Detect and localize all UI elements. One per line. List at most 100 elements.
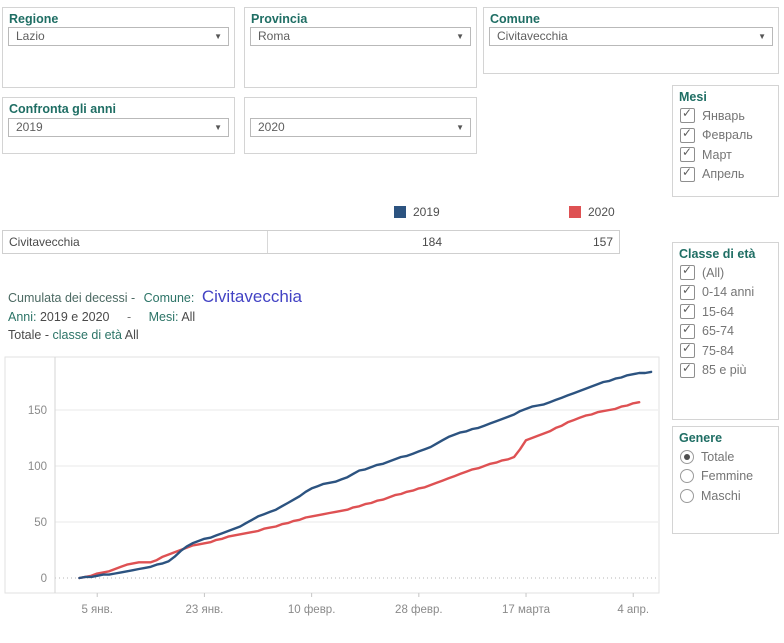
chart-container: Cumulata dei decessi - Comune: Civitavec… — [2, 284, 664, 638]
provincia-dropdown-value: Roma — [258, 29, 291, 43]
classe-checkbox-85-piu[interactable]: ✓ 85 e più — [673, 361, 778, 381]
checkbox-label: 65-74 — [702, 324, 734, 339]
radio-unselected-icon — [680, 488, 694, 503]
regione-dropdown-value: Lazio — [16, 29, 45, 43]
mesi-checkbox-gennaio[interactable]: ✓ Январь — [673, 106, 778, 126]
summary-2020-total-cell[interactable]: 157 — [592, 235, 613, 249]
svg-text:0: 0 — [41, 573, 47, 585]
mesi-value: All — [181, 310, 196, 324]
totale-label: Totale - — [8, 328, 49, 342]
summary-2019-total-cell[interactable]: 184 — [421, 235, 442, 249]
svg-text:28 февр.: 28 февр. — [395, 604, 443, 616]
checkbox-checked-icon: ✓ — [680, 302, 695, 320]
legend-swatch-2020 — [569, 206, 581, 218]
radio-label: Femmine — [701, 469, 754, 484]
svg-text:50: 50 — [34, 517, 47, 529]
legend-item-2020[interactable]: 2020 — [569, 205, 615, 219]
genere-panel-title: Genere — [679, 431, 723, 445]
anno-2-filter-card: 2020 ▼ — [244, 97, 477, 154]
svg-text:17 марта: 17 марта — [502, 604, 551, 616]
mesi-panel: Mesi ✓ Январь ✓ Февраль ✓ Март ✓ Апрель — [672, 85, 779, 197]
chevron-down-icon: ▼ — [758, 32, 766, 41]
genere-panel: Genere Totale Femmine Maschi — [672, 426, 779, 534]
checkbox-label: Январь — [702, 108, 745, 123]
checkbox-checked-icon: ✓ — [680, 263, 695, 281]
checkbox-checked-icon: ✓ — [680, 145, 695, 163]
chart-title-line2: Anni: 2019 e 2020 - Mesi: All — [8, 310, 302, 324]
radio-selected-icon — [680, 449, 694, 464]
confronta-anni-label: Confronta gli anni — [9, 102, 116, 116]
mesi-checkbox-aprile[interactable]: ✓ Апрель — [673, 165, 778, 185]
svg-text:23 янв.: 23 янв. — [185, 604, 223, 616]
comune-dropdown[interactable]: Civitavecchia ▼ — [489, 27, 773, 46]
svg-text:150: 150 — [28, 405, 47, 417]
svg-text:100: 100 — [28, 461, 47, 473]
legend-swatch-2019 — [394, 206, 406, 218]
svg-text:4 апр.: 4 апр. — [617, 604, 649, 616]
checkbox-label: Февраль — [702, 128, 753, 143]
anni-label: Anni: — [8, 310, 37, 324]
checkbox-label: 0-14 anni — [702, 285, 755, 300]
legend-label: 2020 — [588, 205, 615, 219]
provincia-dropdown[interactable]: Roma ▼ — [250, 27, 471, 46]
chevron-down-icon: ▼ — [214, 123, 222, 132]
checkbox-label: 85 e più — [702, 363, 747, 378]
anno-1-dropdown-value: 2019 — [16, 120, 43, 134]
confronta-anni-filter-card: Confronta gli anni 2019 ▼ — [2, 97, 235, 154]
regione-filter-card: Regione Lazio ▼ — [2, 7, 235, 88]
checkbox-checked-icon: ✓ — [680, 126, 695, 143]
classe-checkbox-all[interactable]: ✓ (All) — [673, 263, 778, 283]
mesi-checkbox-marzo[interactable]: ✓ Март — [673, 145, 778, 165]
title-dash: - — [126, 310, 132, 324]
checkbox-checked-icon: ✓ — [680, 283, 695, 300]
anno-2-dropdown-value: 2020 — [258, 120, 285, 134]
anno-1-dropdown[interactable]: 2019 ▼ — [8, 118, 229, 137]
genere-radio-femmine[interactable]: Femmine — [673, 467, 778, 487]
checkbox-label: 15-64 — [702, 304, 734, 319]
genere-radio-totale[interactable]: Totale — [673, 447, 778, 467]
mesi-checkbox-febbraio[interactable]: ✓ Февраль — [673, 126, 778, 146]
classe-checkbox-15-64[interactable]: ✓ 15-64 — [673, 302, 778, 322]
checkbox-label: Март — [702, 147, 732, 162]
radio-unselected-icon — [680, 469, 694, 484]
cumulative-chart[interactable]: 0 50 100 150 5 янв. 23 янв. 10 февр. 28 февр. 17… — [2, 284, 664, 638]
classe-checkbox-0-14[interactable]: ✓ 0-14 anni — [673, 283, 778, 303]
chevron-down-icon: ▼ — [214, 32, 222, 41]
mesi-label: Mesi: — [148, 310, 179, 324]
checkbox-checked-icon: ✓ — [680, 361, 695, 378]
genere-radio-maschi[interactable]: Maschi — [673, 486, 778, 506]
checkbox-checked-icon: ✓ — [680, 165, 695, 182]
provincia-filter-card: Provincia Roma ▼ — [244, 7, 477, 88]
checkbox-checked-icon: ✓ — [680, 341, 695, 359]
provincia-label: Provincia — [251, 12, 308, 26]
regione-label: Regione — [9, 12, 59, 26]
chevron-down-icon: ▼ — [456, 32, 464, 41]
checkbox-checked-icon: ✓ — [680, 322, 695, 339]
svg-text:10 февр.: 10 февр. — [288, 604, 336, 616]
checkbox-label: 75-84 — [702, 343, 734, 358]
legend-label: 2019 — [413, 205, 440, 219]
chevron-down-icon: ▼ — [456, 123, 464, 132]
title-prefix: Cumulata dei decessi - — [8, 291, 136, 305]
checkbox-label: Апрель — [702, 167, 745, 182]
classe-eta-panel-title: Classe di età — [679, 247, 756, 261]
classe-checkbox-65-74[interactable]: ✓ 65-74 — [673, 322, 778, 342]
classe-eta-panel: Classe di età ✓ (All) ✓ 0-14 anni ✓ 15-6… — [672, 242, 779, 420]
checkbox-label: (All) — [702, 265, 725, 280]
comune-label: Comune — [490, 12, 540, 26]
regione-dropdown[interactable]: Lazio ▼ — [8, 27, 229, 46]
classe-checkbox-75-84[interactable]: ✓ 75-84 — [673, 341, 778, 361]
series-line-2020[interactable] — [78, 400, 641, 580]
summary-table: Civitavecchia 184 157 — [2, 230, 620, 254]
classe-eta-value: All — [124, 328, 139, 342]
mesi-panel-title: Mesi — [679, 90, 707, 104]
comune-filter-card: Comune Civitavecchia ▼ — [483, 7, 779, 74]
summary-comune-cell[interactable]: Civitavecchia — [3, 231, 268, 253]
series-line-2019[interactable] — [78, 370, 653, 580]
svg-text:5 янв.: 5 янв. — [81, 604, 112, 616]
anno-2-dropdown[interactable]: 2020 ▼ — [250, 118, 471, 137]
chart-title: Cumulata dei decessi - Comune: Civitavec… — [8, 287, 302, 342]
radio-label: Maschi — [701, 488, 741, 503]
legend-item-2019[interactable]: 2019 — [394, 205, 440, 219]
